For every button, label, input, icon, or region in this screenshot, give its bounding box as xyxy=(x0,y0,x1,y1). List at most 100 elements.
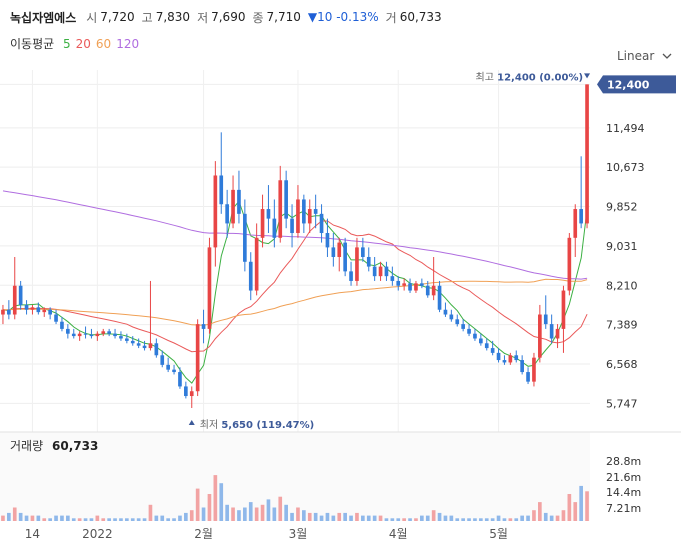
candle-body xyxy=(95,333,100,337)
volume-bar xyxy=(414,518,418,521)
candle xyxy=(272,199,277,248)
candle xyxy=(496,348,501,363)
volume-bar xyxy=(573,502,578,521)
candle xyxy=(184,381,188,399)
volume-bar xyxy=(313,512,318,521)
candle-body xyxy=(302,199,306,224)
candle xyxy=(154,338,159,358)
volume-bar xyxy=(555,515,560,521)
low-label: 저 xyxy=(197,10,209,25)
close-label: 종 xyxy=(252,10,264,25)
volume-tick-label: 7.21m xyxy=(606,502,641,515)
candle xyxy=(83,326,88,339)
candle-body xyxy=(461,324,465,329)
high-label: 고 xyxy=(141,10,153,25)
volume-bar xyxy=(148,504,153,521)
volume-bar xyxy=(526,515,530,521)
candle-body xyxy=(254,237,259,291)
volume-bar xyxy=(195,488,200,521)
volume-bar xyxy=(420,515,424,521)
candle xyxy=(66,324,70,339)
candle-body xyxy=(555,328,560,339)
candle xyxy=(284,170,288,229)
candle xyxy=(77,331,82,341)
candle xyxy=(437,280,442,313)
candle-body xyxy=(113,333,117,337)
volume-tick-label: 14.4m xyxy=(606,486,641,499)
x-tick-label: 14 xyxy=(25,527,40,541)
candle xyxy=(449,309,454,322)
candle xyxy=(254,223,259,296)
candle-body xyxy=(408,283,412,291)
volume-bar xyxy=(378,515,383,521)
candle-body xyxy=(296,199,300,234)
moving-average-legend[interactable]: 이동평균 5 20 60 120 xyxy=(10,35,144,52)
x-tick-label: 5월 xyxy=(489,527,508,541)
candle-body xyxy=(278,180,283,238)
candle xyxy=(579,156,583,229)
scale-selector[interactable]: Linear xyxy=(617,49,672,63)
volume-bar xyxy=(278,496,283,521)
candle xyxy=(543,295,548,329)
candle xyxy=(443,302,448,317)
candle-body xyxy=(490,348,495,353)
candle xyxy=(561,285,566,353)
volume-bar xyxy=(549,515,554,521)
volume-bar xyxy=(42,518,47,521)
volume-bar xyxy=(284,504,288,521)
volume-bar xyxy=(77,518,82,521)
candle xyxy=(119,331,123,341)
candle xyxy=(248,252,253,301)
candle-body xyxy=(543,314,548,325)
candle-body xyxy=(225,204,229,224)
candle xyxy=(107,328,111,337)
candle-body xyxy=(290,218,294,234)
candle-body xyxy=(219,175,224,205)
candle xyxy=(479,333,483,346)
volume-bar xyxy=(307,512,312,521)
volume-bar xyxy=(54,515,58,521)
volume-panel-label: 거래량 xyxy=(10,439,43,453)
candle xyxy=(307,199,312,234)
candle xyxy=(343,237,347,277)
volume-bar xyxy=(502,518,507,521)
volume-bar xyxy=(136,518,141,521)
volume-bar xyxy=(372,515,377,521)
volume-bar xyxy=(36,515,41,521)
candle-body xyxy=(319,213,324,234)
candle xyxy=(473,328,477,341)
candle xyxy=(148,280,153,351)
candle xyxy=(402,278,406,291)
volume-bar xyxy=(95,515,100,521)
candle-body xyxy=(119,336,123,339)
volume-bar xyxy=(18,512,23,521)
candle-body xyxy=(420,283,424,286)
volume-bar xyxy=(349,515,353,521)
volume-bar xyxy=(361,515,365,521)
candle-body xyxy=(30,307,35,310)
volume-bar xyxy=(467,518,471,521)
volume-bar xyxy=(337,512,342,521)
volume-bar xyxy=(172,518,176,521)
candle-body xyxy=(573,209,578,238)
candle xyxy=(201,309,206,344)
candle xyxy=(425,280,430,298)
candle-body xyxy=(243,213,247,262)
candle-body xyxy=(107,331,111,334)
candle-body xyxy=(437,285,442,310)
candle-body xyxy=(502,360,507,363)
candle xyxy=(355,237,359,286)
volume-bar xyxy=(113,518,117,521)
candle-body xyxy=(567,237,572,291)
quote-header: 녹십자엠에스 시 7,720 고 7,830 저 7,690 종 7,710 ▼10 -… xyxy=(10,8,449,26)
volume-bar xyxy=(260,504,265,521)
candle-body xyxy=(479,338,483,344)
volume-bar xyxy=(496,515,501,521)
volume-bar xyxy=(219,483,224,521)
candle-body xyxy=(390,276,395,281)
volume-bar xyxy=(142,518,147,521)
candle-body xyxy=(54,314,58,322)
y-tick-label: 7,389 xyxy=(606,319,638,332)
candle xyxy=(12,256,17,320)
